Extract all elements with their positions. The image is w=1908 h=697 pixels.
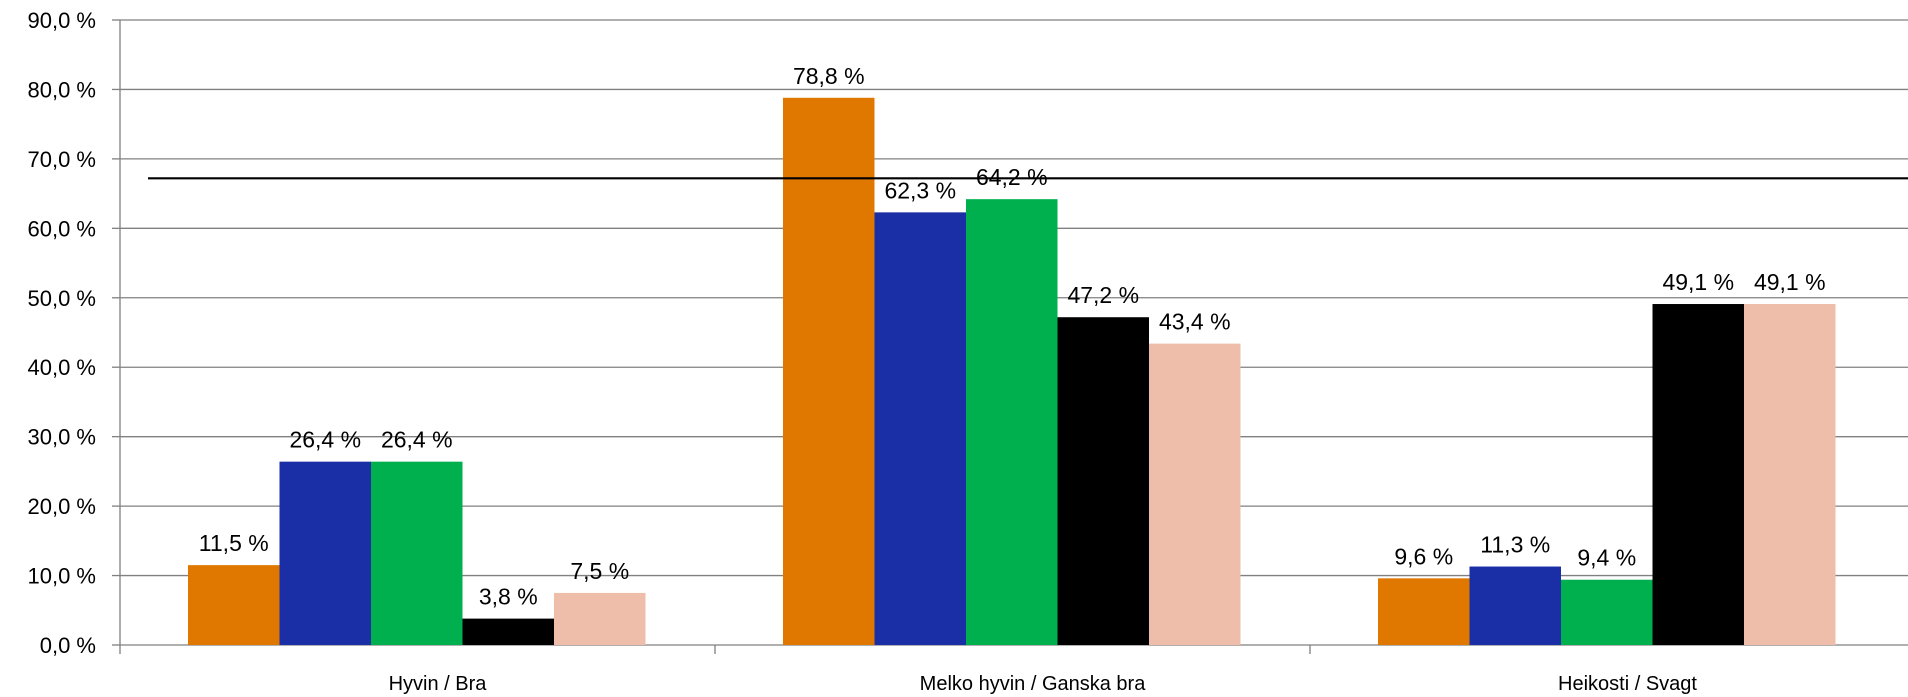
bars	[188, 97, 1836, 646]
data-label: 11,3 %	[1480, 532, 1550, 558]
bar	[371, 461, 463, 645]
y-tick-label: 50,0 %	[28, 286, 97, 311]
data-label: 64,2 %	[976, 164, 1048, 190]
bar	[1057, 317, 1149, 645]
data-label: 9,4 %	[1577, 545, 1636, 571]
bar	[279, 461, 371, 645]
x-tick-label: Heikosti / Svagt	[1558, 673, 1697, 695]
data-label: 47,2 %	[1067, 282, 1139, 308]
y-tick-label: 80,0 %	[28, 77, 97, 102]
data-label: 62,3 %	[884, 177, 956, 203]
bar	[966, 199, 1058, 645]
bar	[1378, 578, 1470, 645]
bar	[874, 212, 966, 645]
y-tick-label: 40,0 %	[28, 355, 97, 380]
bar	[188, 565, 280, 645]
y-tick-label: 0,0 %	[40, 633, 96, 658]
labels: 0,0 % 10,0 % 20,0 % 30,0 % 40,0 % 50,0 % 60,0 …	[28, 8, 1826, 695]
x-tick-label: Melko hyvin / Ganska bra	[920, 673, 1147, 695]
bar	[1149, 343, 1241, 645]
data-label: 11,5 %	[199, 530, 269, 556]
data-label: 26,4 %	[289, 427, 361, 453]
data-label: 26,4 %	[381, 427, 453, 453]
data-label: 49,1 %	[1754, 269, 1826, 295]
y-tick-label: 90,0 %	[28, 8, 97, 33]
y-tick-label: 10,0 %	[28, 564, 97, 589]
bar	[462, 618, 554, 645]
y-tick-label: 70,0 %	[28, 147, 97, 172]
bar	[783, 97, 875, 646]
data-label: 3,8 %	[479, 584, 538, 610]
data-label: 78,8 %	[793, 63, 865, 89]
data-label: 49,1 %	[1662, 269, 1734, 295]
data-label: 7,5 %	[570, 558, 629, 584]
y-tick-label: 30,0 %	[28, 425, 97, 450]
data-label: 43,4 %	[1159, 309, 1231, 335]
data-label: 9,6 %	[1394, 543, 1453, 569]
x-tick-label: Hyvin / Bra	[389, 673, 488, 695]
bar	[1652, 304, 1744, 645]
y-tick-label: 20,0 %	[28, 494, 97, 519]
y-tick-label: 60,0 %	[28, 216, 97, 241]
bar	[554, 592, 646, 645]
bar	[1469, 566, 1561, 645]
bar	[1744, 304, 1836, 645]
bar	[1561, 579, 1653, 645]
